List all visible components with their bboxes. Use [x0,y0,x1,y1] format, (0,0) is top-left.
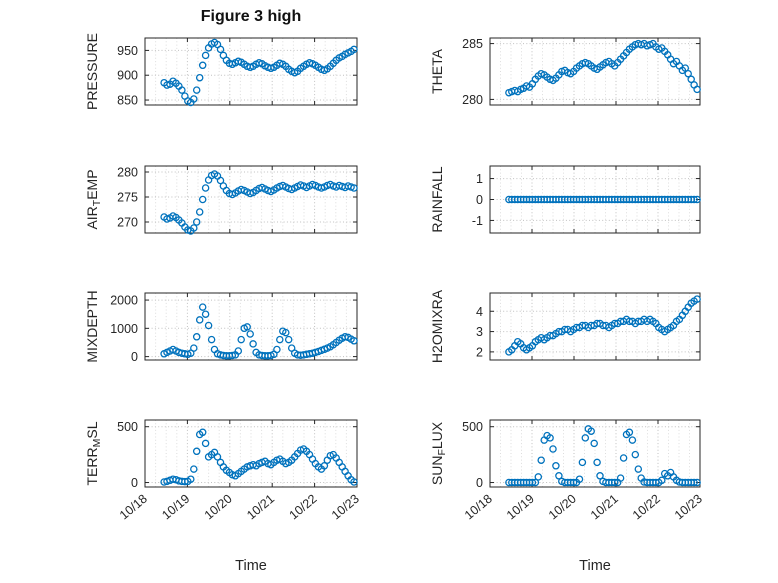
x-tick-label: 10/23 [672,492,705,523]
x-tick-label: 10/21 [244,492,277,523]
major-grid [145,420,357,487]
major-grid [145,293,357,360]
y-axis-label: H2OMIXRA [429,289,445,363]
minor-grid [155,293,347,360]
subplot-terr-msl: 0 500 10/18 10/19 10/20 10/21 10/22 10/23 TERRMS… [84,419,362,523]
subplot-rainfall: -1 0 1 RAINFALL [429,165,701,234]
subplot-h2omixra: 2 3 4 H2OMIXRA [429,289,701,363]
y-axis-label: MIXDEPTH [84,290,100,362]
y-tick-label: 0 [131,476,138,490]
major-grid [490,420,700,487]
y-tick-label: 950 [117,44,138,58]
y-tick-label: 0 [476,193,483,207]
minor-grid [500,420,690,487]
y-tick-label: 280 [117,166,138,180]
y-tick-label: 0 [476,476,483,490]
data-points [160,303,358,360]
x-tick-label: 10/23 [329,492,362,523]
y-tick-label: 1 [476,172,483,186]
y-axis-label: TERRMSL [84,421,103,485]
axes-box [144,37,358,106]
y-axis-label: SUNFLUX [429,421,448,485]
subplot-sun-flux: 0 500 10/18 10/19 10/20 10/21 10/22 10/23 SUNFLU… [429,419,705,523]
axes-box [144,292,358,361]
x-tick-label: 10/20 [202,492,235,523]
tick-marks [489,38,701,105]
x-tick-label: 10/18 [117,492,150,523]
y-tick-label: -1 [472,214,483,228]
data-points [505,195,701,204]
x-tick-label: 10/18 [462,492,495,523]
y-tick-label: 2 [476,345,483,359]
data-points [505,425,701,487]
y-tick-label: 275 [117,191,138,205]
y-tick-label: 3 [476,325,483,339]
x-axis-label: Time [235,558,267,574]
figure-title: Figure 3 high [200,8,302,25]
data-points [160,38,358,107]
y-tick-label: 0 [131,350,138,364]
data-points [505,39,701,97]
x-tick-label: 10/22 [630,492,663,523]
x-tick-label: 10/21 [588,492,621,523]
y-tick-label: 280 [462,93,483,107]
subplot-theta: 280 285 THETA [429,37,701,107]
x-axis-label: Time [579,558,611,574]
y-tick-label: 2000 [110,294,138,308]
subplot-air-temp: 270 275 280 AIRTEMP [84,165,358,235]
minor-grid [155,166,347,233]
y-axis-label: AIRTEMP [84,169,103,229]
y-axis-label: RAINFALL [429,166,445,232]
x-tick-label: 10/20 [546,492,579,523]
data-points [160,428,358,486]
data-points [505,295,701,356]
x-tick-label: 10/19 [159,492,192,523]
x-tick-label: 10/22 [287,492,320,523]
axes-box [489,292,701,361]
subplot-mixdepth: 0 1000 2000 MIXDEPTH [84,290,358,364]
y-axis-label: PRESSURE [84,33,100,110]
major-grid [490,38,700,105]
tick-marks [144,420,358,487]
y-tick-label: 285 [462,37,483,51]
axes-box [144,165,358,234]
data-points [160,170,358,235]
x-tick-label: 10/19 [504,492,537,523]
y-tick-label: 1000 [110,322,138,336]
axes-box [489,419,701,488]
y-tick-label: 4 [476,305,483,319]
y-tick-label: 850 [117,94,138,108]
y-tick-label: 500 [462,420,483,434]
axes-box [144,419,358,488]
subplot-pressure: 850 900 950 PRESSURE [84,33,358,110]
y-tick-label: 500 [117,420,138,434]
tick-marks [489,293,701,360]
axes-box [489,37,701,106]
y-tick-label: 270 [117,216,138,230]
y-tick-label: 900 [117,69,138,83]
y-axis-label: THETA [429,48,445,94]
